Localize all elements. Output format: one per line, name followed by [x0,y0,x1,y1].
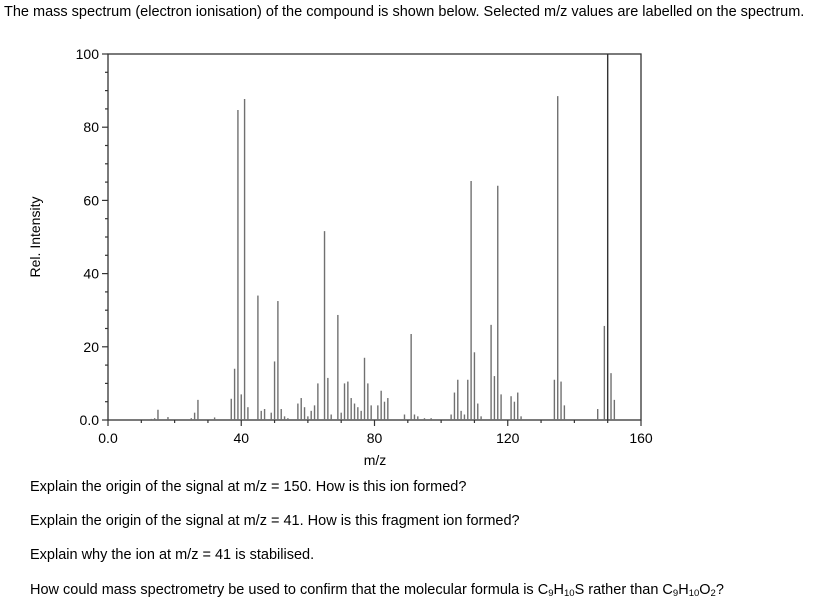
formula-a: C9H10S [537,582,585,599]
y-tick-label: 20 [83,339,99,355]
y-tick-label: 80 [83,119,99,135]
intro-text: The mass spectrum (electron ionisation) … [4,4,805,20]
question-2: Explain the origin of the signal at m/z … [30,513,520,529]
chart-peaks [150,54,616,420]
y-tick-label: 40 [83,266,99,282]
x-tick-label: 80 [367,430,383,446]
chart-svg: 0.0 20 40 60 80 100 0.0 40 80 120 160 Rel. Intensi… [27,46,653,468]
question-4: How could mass spectrometry be used to c… [30,582,724,598]
question-4-middle: rather than [584,582,663,598]
x-tick-label: 160 [629,430,653,446]
formula-b: C9H10O2 [662,582,716,599]
y-tick-label: 0.0 [80,412,100,428]
question-1: Explain the origin of the signal at m/z … [30,479,467,495]
chart-axes: 0.0 20 40 60 80 100 0.0 40 80 120 160 [76,46,653,446]
y-tick-label: 100 [76,46,100,62]
question-4-suffix: ? [715,582,724,598]
x-tick-label: 120 [496,430,520,446]
plot-frame [107,53,642,421]
question-4-prefix: How could mass spectrometry be used to c… [30,582,538,598]
y-tick-label: 60 [83,192,99,208]
y-axis-label: Rel. Intensity [27,197,43,278]
x-tick-label: 0.0 [98,430,118,446]
x-tick-label: 40 [233,430,249,446]
mass-spectrum-chart: 0.0 20 40 60 80 100 0.0 40 80 120 160 Rel. Intensi… [0,30,820,470]
x-axis-label: m/z [364,452,387,468]
question-3: Explain why the ion at m/z = 41 is stabi… [30,547,315,563]
